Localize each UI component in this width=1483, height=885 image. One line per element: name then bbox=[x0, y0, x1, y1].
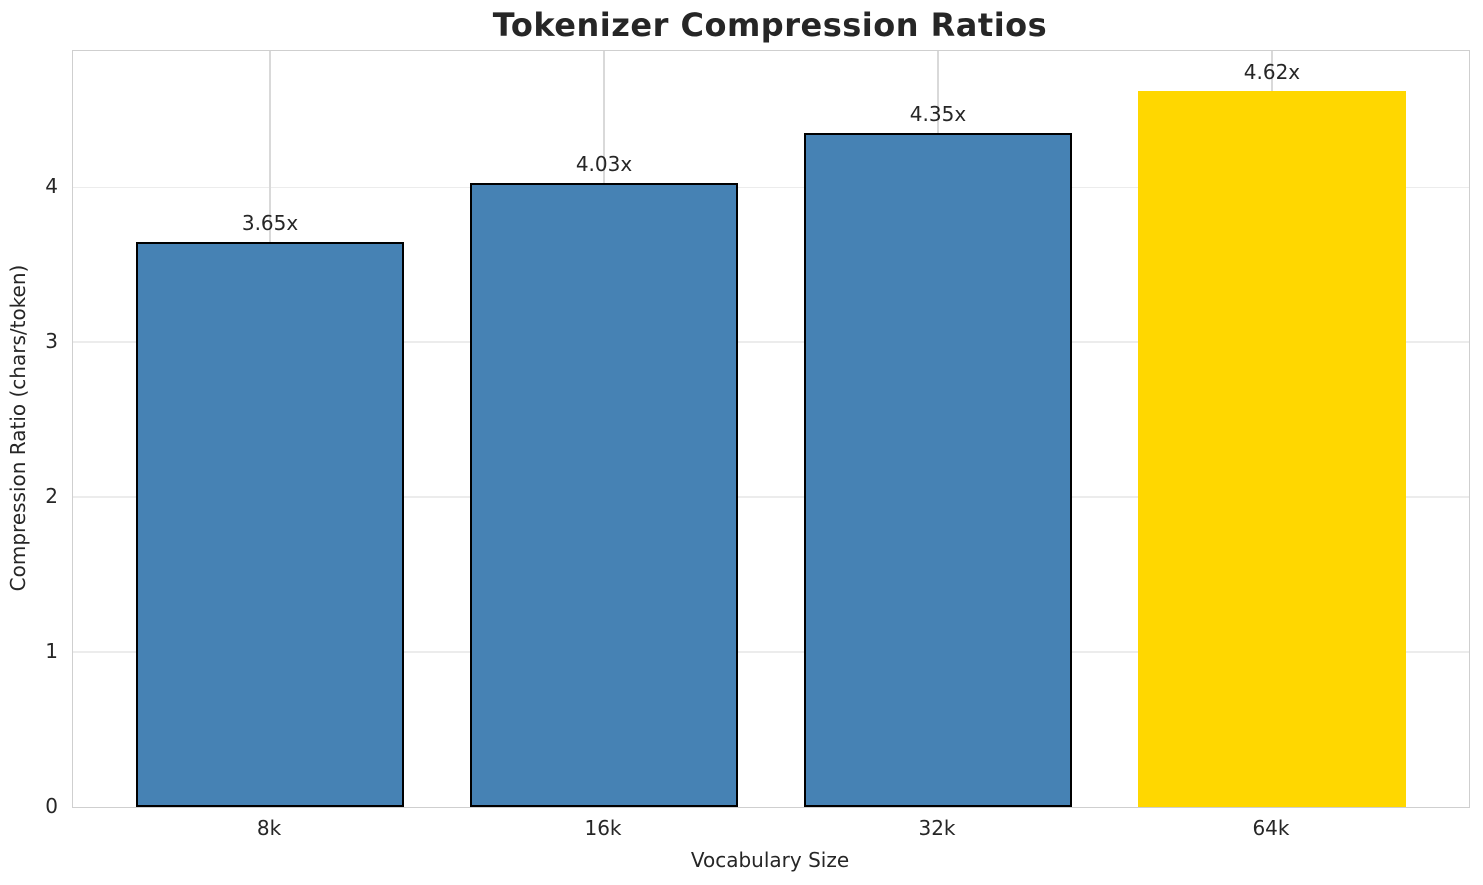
bar-16k bbox=[470, 182, 738, 807]
gridline-horizontal bbox=[73, 186, 1469, 189]
chart-title: Tokenizer Compression Ratios bbox=[492, 6, 1048, 44]
x-tick-label: 64k bbox=[1252, 816, 1290, 840]
gridline-horizontal bbox=[73, 496, 1469, 498]
plot-area: 3.65x 4.03x 4.35x 4.62x bbox=[72, 50, 1470, 808]
y-tick-label: 4 bbox=[45, 174, 58, 199]
bar-value-label: 4.62x bbox=[1243, 60, 1301, 85]
x-tick-label: 8k bbox=[256, 816, 282, 840]
gridline-horizontal bbox=[73, 341, 1469, 343]
bar-8k bbox=[136, 241, 404, 807]
y-tick-label: 1 bbox=[45, 639, 58, 664]
x-tick-label: 32k bbox=[918, 816, 956, 840]
x-axis-label: Vocabulary Size bbox=[690, 848, 850, 872]
bar-value-label: 3.65x bbox=[241, 210, 299, 235]
y-axis-label-text: Compression Ratio (chars/token) bbox=[6, 264, 30, 592]
bar-32k bbox=[804, 133, 1072, 807]
x-tick-label: 16k bbox=[584, 816, 622, 840]
bar-value-label: 4.35x bbox=[909, 102, 967, 127]
y-tick-label: 0 bbox=[45, 794, 58, 818]
bar-value-label: 4.03x bbox=[575, 151, 633, 176]
y-tick-label: 2 bbox=[45, 484, 58, 509]
gridline-horizontal bbox=[73, 651, 1469, 653]
y-tick-label: 3 bbox=[45, 329, 58, 354]
y-axis-ticks: 0 1 2 3 4 bbox=[0, 50, 58, 818]
x-axis-ticks: 8k 16k 32k 64k bbox=[72, 812, 1468, 844]
bar-64k bbox=[1138, 91, 1406, 807]
